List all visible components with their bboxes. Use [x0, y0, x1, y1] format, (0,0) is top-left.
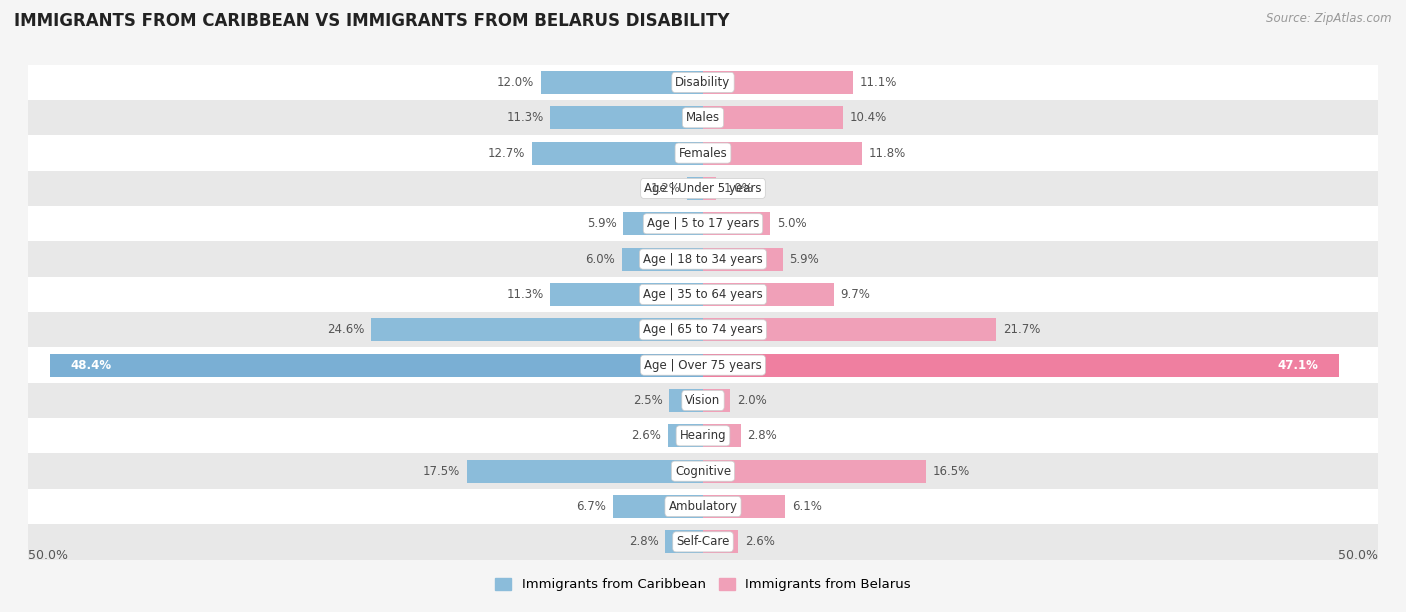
Text: Age | 35 to 64 years: Age | 35 to 64 years: [643, 288, 763, 301]
Bar: [668, 424, 703, 447]
Bar: [703, 318, 995, 341]
Bar: [28, 65, 1378, 100]
Bar: [28, 277, 1378, 312]
Text: 5.0%: 5.0%: [778, 217, 807, 230]
Bar: [621, 248, 703, 271]
Text: 5.9%: 5.9%: [586, 217, 617, 230]
Bar: [28, 382, 1378, 418]
Bar: [703, 389, 730, 412]
Bar: [703, 141, 862, 165]
Bar: [703, 177, 717, 200]
Bar: [703, 495, 786, 518]
Bar: [28, 206, 1378, 242]
Text: Age | 5 to 17 years: Age | 5 to 17 years: [647, 217, 759, 230]
Bar: [665, 531, 703, 553]
Bar: [28, 312, 1378, 348]
Text: 12.0%: 12.0%: [498, 76, 534, 89]
Text: 11.3%: 11.3%: [506, 111, 544, 124]
Text: 16.5%: 16.5%: [932, 465, 970, 477]
Text: 10.4%: 10.4%: [851, 111, 887, 124]
Bar: [28, 348, 1378, 382]
Bar: [703, 424, 741, 447]
Bar: [703, 212, 770, 235]
Text: 17.5%: 17.5%: [423, 465, 460, 477]
Text: Age | 65 to 74 years: Age | 65 to 74 years: [643, 323, 763, 336]
Text: 2.5%: 2.5%: [633, 394, 662, 407]
Text: Cognitive: Cognitive: [675, 465, 731, 477]
Legend: Immigrants from Caribbean, Immigrants from Belarus: Immigrants from Caribbean, Immigrants fr…: [489, 573, 917, 597]
Bar: [28, 242, 1378, 277]
Bar: [28, 171, 1378, 206]
Text: 6.1%: 6.1%: [792, 500, 823, 513]
Bar: [703, 531, 738, 553]
Bar: [28, 100, 1378, 135]
Text: 50.0%: 50.0%: [1339, 550, 1378, 562]
Bar: [28, 453, 1378, 489]
Text: 47.1%: 47.1%: [1278, 359, 1319, 371]
Text: Males: Males: [686, 111, 720, 124]
Text: 2.8%: 2.8%: [748, 429, 778, 442]
Text: 9.7%: 9.7%: [841, 288, 870, 301]
Bar: [613, 495, 703, 518]
Bar: [28, 489, 1378, 524]
Text: Age | Under 5 years: Age | Under 5 years: [644, 182, 762, 195]
Bar: [703, 106, 844, 129]
Bar: [467, 460, 703, 483]
Text: 12.7%: 12.7%: [488, 147, 524, 160]
Bar: [531, 141, 703, 165]
Text: 2.6%: 2.6%: [745, 536, 775, 548]
Bar: [551, 283, 703, 306]
Bar: [551, 106, 703, 129]
Bar: [623, 212, 703, 235]
Text: Females: Females: [679, 147, 727, 160]
Text: Disability: Disability: [675, 76, 731, 89]
Text: 5.9%: 5.9%: [789, 253, 820, 266]
Text: 11.8%: 11.8%: [869, 147, 907, 160]
Text: 1.0%: 1.0%: [723, 182, 754, 195]
Text: 24.6%: 24.6%: [326, 323, 364, 336]
Bar: [28, 418, 1378, 453]
Text: 11.3%: 11.3%: [506, 288, 544, 301]
Text: Ambulatory: Ambulatory: [668, 500, 738, 513]
Text: Age | Over 75 years: Age | Over 75 years: [644, 359, 762, 371]
Text: Hearing: Hearing: [679, 429, 727, 442]
Text: 2.0%: 2.0%: [737, 394, 766, 407]
Bar: [28, 135, 1378, 171]
Bar: [371, 318, 703, 341]
Text: Vision: Vision: [685, 394, 721, 407]
Bar: [703, 354, 1339, 376]
Text: 11.1%: 11.1%: [859, 76, 897, 89]
Text: 21.7%: 21.7%: [1002, 323, 1040, 336]
Bar: [703, 460, 925, 483]
Text: IMMIGRANTS FROM CARIBBEAN VS IMMIGRANTS FROM BELARUS DISABILITY: IMMIGRANTS FROM CARIBBEAN VS IMMIGRANTS …: [14, 12, 730, 30]
Bar: [703, 283, 834, 306]
Bar: [703, 248, 783, 271]
Text: 2.8%: 2.8%: [628, 536, 658, 548]
Text: 48.4%: 48.4%: [70, 359, 111, 371]
Text: 2.6%: 2.6%: [631, 429, 661, 442]
Text: 6.0%: 6.0%: [585, 253, 616, 266]
Bar: [669, 389, 703, 412]
Text: 6.7%: 6.7%: [576, 500, 606, 513]
Bar: [541, 71, 703, 94]
Text: Source: ZipAtlas.com: Source: ZipAtlas.com: [1267, 12, 1392, 25]
Bar: [686, 177, 703, 200]
Text: 1.2%: 1.2%: [650, 182, 681, 195]
Text: Self-Care: Self-Care: [676, 536, 730, 548]
Bar: [49, 354, 703, 376]
Bar: [28, 524, 1378, 559]
Text: 50.0%: 50.0%: [28, 550, 67, 562]
Bar: [703, 71, 853, 94]
Text: Age | 18 to 34 years: Age | 18 to 34 years: [643, 253, 763, 266]
